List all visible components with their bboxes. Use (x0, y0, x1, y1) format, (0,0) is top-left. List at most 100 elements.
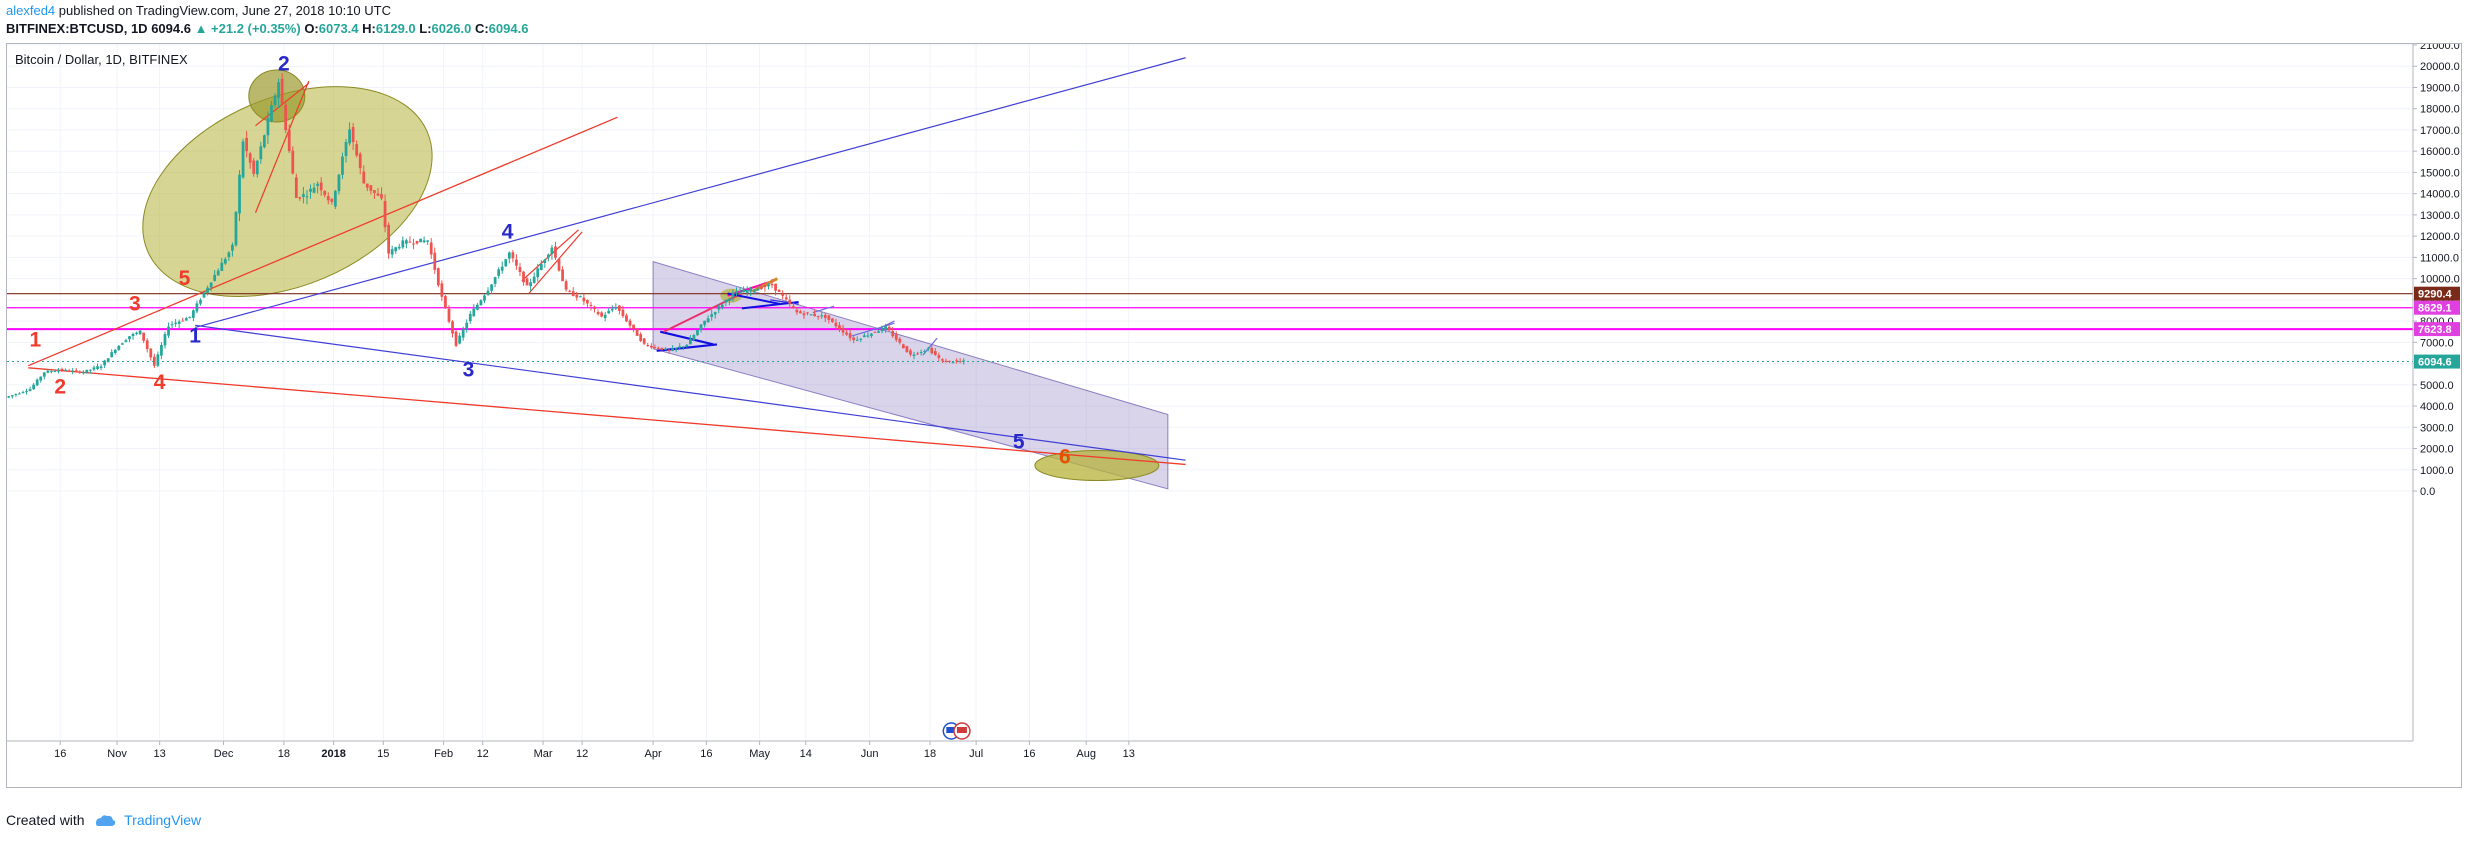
candle (156, 354, 160, 366)
candle (422, 240, 426, 243)
trend-line-blue-down (195, 324, 1186, 461)
candle (96, 366, 99, 370)
candle (671, 348, 674, 351)
chart-area[interactable]: 1 2 3 4 5 1 2 3 4 5 6 21000.0 20000.0 19000.0 18000.0 1… (6, 43, 2462, 788)
candle (337, 174, 341, 192)
candle (678, 346, 682, 348)
candle (206, 287, 209, 293)
candle (394, 247, 398, 252)
candle (380, 194, 383, 199)
candle (866, 335, 870, 337)
price-badge-label: 9290.4 (2418, 289, 2453, 301)
candle (902, 344, 905, 349)
candle (117, 345, 121, 350)
candle (699, 324, 703, 331)
candle (685, 344, 689, 347)
candle (706, 318, 710, 323)
candle (504, 259, 508, 267)
candle (845, 332, 848, 335)
time-tick-label: 15 (377, 748, 389, 760)
candle (674, 347, 678, 350)
author-link[interactable]: alexfed4 (6, 3, 56, 18)
candle (231, 244, 234, 251)
candle (848, 333, 852, 339)
candle (284, 104, 288, 131)
candle (319, 182, 323, 191)
event-flag-stripe (946, 727, 957, 733)
candle (944, 360, 948, 363)
candle (603, 314, 607, 318)
candle (373, 190, 376, 193)
candle (476, 304, 479, 310)
candle (880, 327, 884, 332)
candle (951, 362, 955, 364)
candle (724, 300, 728, 303)
candle (124, 340, 128, 342)
candle (121, 343, 124, 345)
candle (74, 370, 78, 372)
time-tick-label: 12 (477, 748, 489, 760)
candle (479, 300, 483, 306)
time-tick-label: May (749, 748, 770, 760)
candle (667, 349, 671, 351)
candle (358, 153, 362, 169)
candle (412, 243, 415, 245)
candle (344, 142, 348, 156)
candle (689, 338, 692, 345)
candle (209, 282, 213, 288)
candle (444, 296, 447, 309)
candle (369, 185, 373, 191)
candle (823, 314, 827, 319)
candle (447, 308, 451, 322)
candle (728, 298, 731, 301)
candle (855, 339, 859, 341)
candle (763, 285, 767, 288)
candle (170, 324, 174, 326)
candle (103, 360, 106, 366)
candle (532, 276, 536, 283)
candle (348, 129, 351, 144)
candle (323, 191, 327, 196)
price-chart[interactable]: 1234512345621000.020000.019000.018000.01… (7, 44, 2462, 788)
candle (440, 283, 444, 297)
candle (529, 282, 532, 287)
candle (50, 371, 53, 373)
candle (195, 303, 199, 312)
candle (575, 294, 579, 298)
candle (199, 299, 202, 304)
header: alexfed4 published on TradingView.com, J… (0, 0, 2468, 40)
small-line-d (812, 305, 835, 314)
price-badge (2414, 300, 2460, 315)
time-tick-label: 2018 (321, 748, 345, 760)
price-badge (2414, 354, 2460, 369)
time-tick-label: Jul (969, 748, 983, 760)
candle (923, 350, 927, 352)
candle (220, 262, 224, 271)
candle (174, 322, 177, 324)
candle (756, 288, 760, 291)
candle (362, 171, 366, 184)
event-flag-stripe (956, 727, 967, 733)
candle (692, 334, 696, 341)
candle (831, 318, 834, 322)
candle (316, 183, 319, 186)
candle (415, 240, 419, 244)
candle (518, 267, 522, 273)
time-tick-label: 16 (700, 748, 712, 760)
candle (106, 358, 110, 363)
candle (163, 334, 167, 346)
candle (607, 310, 611, 314)
candle (809, 314, 813, 316)
flag-line-b (528, 231, 583, 294)
open-value: 6073.4 (318, 21, 359, 36)
tradingview-link[interactable]: TradingView (124, 812, 202, 828)
candle (600, 312, 603, 317)
candle (720, 304, 724, 308)
candle (131, 333, 135, 337)
price-tick-label: 18000.0 (2420, 104, 2460, 116)
time-tick-label: 13 (154, 748, 166, 760)
candle (515, 259, 518, 266)
candle (291, 150, 295, 174)
candle (550, 247, 554, 255)
candle (490, 284, 493, 291)
